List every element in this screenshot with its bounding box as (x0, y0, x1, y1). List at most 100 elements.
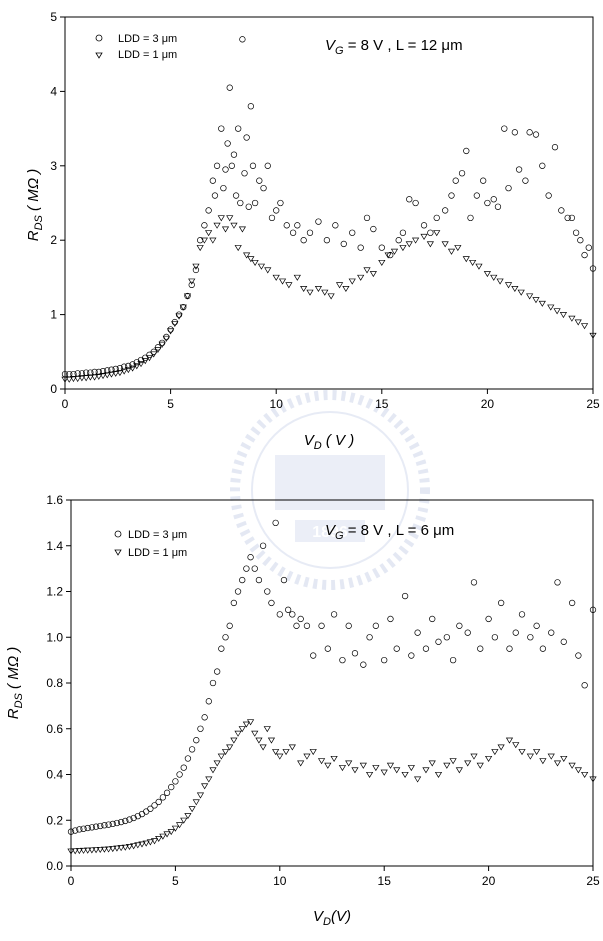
data-point-series-1 (454, 245, 462, 252)
data-point-series-1 (141, 358, 149, 365)
data-point-series-1 (61, 376, 69, 383)
data-point-series-0 (501, 125, 508, 132)
data-point-series-0 (387, 615, 394, 623)
data-point-series-1 (330, 755, 338, 762)
data-point-series-1 (390, 248, 399, 255)
data-point-series-0 (357, 244, 364, 251)
data-point-series-1 (568, 315, 576, 322)
data-point-series-0 (363, 214, 371, 222)
data-point-series-0 (558, 207, 565, 214)
y-tick-label: 2 (50, 233, 57, 247)
data-point-series-1 (234, 730, 242, 737)
data-point-series-1 (314, 286, 323, 293)
data-point-series-0 (349, 229, 356, 236)
data-point-series-0 (211, 192, 219, 199)
x-tick-label: 0 (68, 874, 75, 888)
chart-rds-l12: 0 5 10 15 20 25 0 1 2 3 4 5 RDS ( MΩ ) VD ( V ) VG … (25, 10, 600, 452)
data-point-series-1 (547, 304, 555, 311)
x-tick-label: 0 (62, 397, 69, 411)
data-point-series-1 (297, 760, 305, 767)
data-point-series-0 (452, 177, 459, 184)
data-point-series-1 (589, 332, 597, 339)
data-point-series-0 (554, 579, 561, 586)
data-point-series-1 (441, 241, 449, 248)
data-point-series-1 (365, 771, 374, 778)
data-point-series-0 (163, 789, 171, 796)
data-point-series-1 (84, 847, 92, 854)
y-tick-label: 1.4 (46, 539, 63, 553)
data-point-series-1 (490, 274, 498, 281)
data-point-series-1 (518, 749, 526, 756)
data-point-series-0 (222, 166, 229, 173)
data-point-series-0 (533, 622, 540, 629)
data-point-series-1 (497, 744, 505, 751)
data-point-series-0 (97, 822, 104, 830)
data-point-series-1 (309, 749, 317, 756)
data-point-series-0 (491, 634, 499, 641)
data-point-series-0 (532, 131, 540, 138)
data-point-series-0 (245, 203, 252, 210)
data-point-series-0 (168, 783, 175, 791)
y-tick-label: 0.0 (46, 859, 63, 873)
data-point-series-0 (205, 207, 212, 214)
data-point-series-0 (401, 592, 409, 600)
data-point-series-0 (122, 817, 129, 825)
axis-ticks: 0 5 10 15 20 25 0.0 0.2 0.4 0.6 0.8 1.0 1.2 1.4 1.6 (46, 493, 600, 888)
data-point-series-1 (282, 749, 290, 756)
data-point-series-0 (512, 629, 519, 636)
data-point-series-1 (338, 765, 347, 772)
data-point-series-0 (213, 162, 221, 169)
data-point-series-0 (84, 824, 91, 832)
data-point-series-1 (293, 274, 301, 281)
data-point-series-0 (406, 196, 413, 203)
data-point-series-0 (463, 147, 470, 155)
data-point-series-0 (143, 808, 150, 815)
legend-label: LDD = 3 μm (128, 529, 187, 541)
data-point-series-1 (171, 825, 180, 832)
data-point-series-0 (464, 629, 471, 636)
data-point-series-1 (192, 799, 200, 806)
data-point-series-1 (247, 256, 255, 263)
data-point-series-1 (526, 753, 534, 760)
data-point-series-1 (401, 771, 409, 778)
data-point-series-0 (370, 225, 377, 233)
data-point-series-1 (553, 760, 562, 767)
data-point-series-0 (276, 611, 283, 618)
x-tick-label: 15 (378, 874, 392, 888)
data-point-series-0 (332, 222, 339, 229)
data-point-series-0 (264, 588, 271, 595)
data-point-series-1 (464, 760, 472, 767)
data-point-series-0 (560, 638, 567, 645)
data-point-series-1 (533, 749, 541, 756)
data-point-series-1 (443, 762, 451, 769)
data-point-series-1 (581, 771, 589, 778)
circle-marker-icon (95, 34, 103, 42)
data-point-series-1 (196, 245, 204, 252)
data-point-series-1 (476, 762, 484, 769)
data-point-series-0 (581, 682, 588, 689)
data-point-series-0 (339, 656, 346, 664)
data-point-series-0 (490, 196, 497, 203)
data-point-series-1 (159, 833, 167, 840)
data-point-series-1 (238, 226, 247, 233)
data-point-series-0 (163, 333, 170, 341)
data-point-series-0 (340, 240, 347, 248)
data-point-series-0 (581, 251, 588, 259)
data-point-series-1 (158, 341, 166, 348)
data-point-series-0 (226, 84, 233, 91)
data-point-series-0 (251, 199, 259, 207)
data-point-series-1 (226, 215, 234, 222)
data-point-series-1 (82, 375, 90, 382)
data-point-series-1 (568, 762, 576, 769)
data-point-series-0 (387, 251, 394, 259)
data-point-series-0 (575, 652, 582, 659)
data-point-series-0 (99, 367, 107, 375)
data-point-series-0 (300, 237, 307, 244)
data-point-series-0 (147, 805, 154, 812)
data-point-series-0 (473, 192, 480, 199)
data-point-series-1 (175, 313, 183, 320)
data-point-series-0 (228, 162, 235, 169)
data-point-series-0 (193, 737, 200, 744)
data-point-series-0 (209, 679, 217, 687)
